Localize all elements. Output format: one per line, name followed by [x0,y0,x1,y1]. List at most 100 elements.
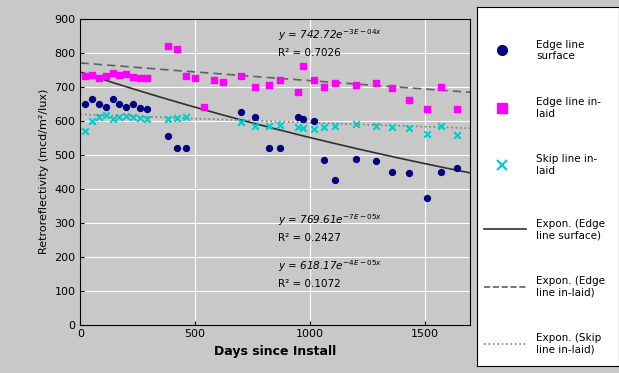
Point [80,101,90,107]
Point [121,104,131,110]
Point [94,114,104,120]
Point [436,123,446,129]
Point [298,63,308,69]
Point [218,79,228,85]
Point [319,157,329,163]
Point [87,95,97,101]
Text: Skip line in-
laid: Skip line in- laid [537,154,598,176]
Point [330,80,340,86]
Point [142,116,152,122]
Text: Edge line
surface: Edge line surface [537,40,585,61]
Point [236,109,246,115]
Point [172,115,182,121]
Point [319,125,329,131]
Point [422,131,432,137]
Point [108,116,118,122]
Point [250,84,260,90]
Point [115,114,124,120]
Text: Expon. (Edge
line in-laid): Expon. (Edge line in-laid) [537,276,605,298]
Point [275,145,285,151]
Point [264,123,274,129]
Point [121,113,131,119]
Point [330,123,340,129]
Point [293,114,303,120]
Point [387,124,397,130]
Point [310,126,319,132]
Point [142,106,152,112]
Point [351,82,361,88]
Point [452,106,462,112]
Point [371,159,381,164]
Point [293,124,303,130]
Point [94,101,104,107]
Point [436,169,446,175]
Text: R² = 0.7026: R² = 0.7026 [278,48,340,58]
Point [94,75,104,81]
Point [293,89,303,95]
Point [172,145,182,151]
Point [115,101,124,107]
Text: Expon. (Skip
line in-laid): Expon. (Skip line in-laid) [537,333,602,355]
Point [163,43,173,49]
Point [135,75,145,81]
Point [250,123,260,129]
Point [181,145,191,151]
Point [452,165,462,171]
Point [264,82,274,88]
Point [236,119,246,125]
Point [172,46,182,52]
Text: y = 742.72e$^{-3E-04x}$: y = 742.72e$^{-3E-04x}$ [278,27,382,43]
Text: Edge line in-
laid: Edge line in- laid [537,97,602,119]
Text: R² = 0.2427: R² = 0.2427 [278,233,340,243]
Point [209,77,219,83]
Point [319,84,329,90]
Text: Expon. (Edge
line surface): Expon. (Edge line surface) [537,219,605,240]
Point [422,195,432,201]
Point [298,125,308,131]
Point [128,113,138,119]
Point [80,128,90,134]
Point [298,116,308,122]
Point [199,104,209,110]
Point [87,72,97,78]
Point [310,117,319,123]
Text: y = 769.61e$^{-7E-05x}$: y = 769.61e$^{-7E-05x}$ [278,213,382,228]
Point [135,105,145,111]
Point [101,104,111,110]
Point [80,73,90,79]
Point [351,156,361,162]
Point [351,121,361,127]
Text: y = 618.17e$^{-4E-05x}$: y = 618.17e$^{-4E-05x}$ [278,258,382,274]
Text: R² = 0.1072: R² = 0.1072 [278,279,340,289]
Point [250,114,260,120]
Point [142,75,152,81]
Point [181,114,191,120]
Point [190,75,200,81]
Point [371,80,381,86]
Point [387,169,397,175]
Point [108,95,118,101]
Point [87,117,97,123]
Point [275,122,285,128]
Point [128,101,138,107]
Point [121,71,131,77]
Point [236,73,246,79]
Point [181,73,191,79]
Point [422,106,432,112]
Point [452,132,462,138]
Point [404,125,413,131]
Point [387,85,397,91]
Y-axis label: Retroreflectivity (mcd/m²/lux): Retroreflectivity (mcd/m²/lux) [39,89,49,254]
Point [108,70,118,76]
Point [135,115,145,121]
X-axis label: Days since Install: Days since Install [214,345,337,358]
Point [330,177,340,183]
Point [101,73,111,79]
Point [310,77,319,83]
Point [275,77,285,83]
Point [264,145,274,151]
Point [128,74,138,80]
Point [115,72,124,78]
Point [404,170,413,176]
Point [101,112,111,118]
